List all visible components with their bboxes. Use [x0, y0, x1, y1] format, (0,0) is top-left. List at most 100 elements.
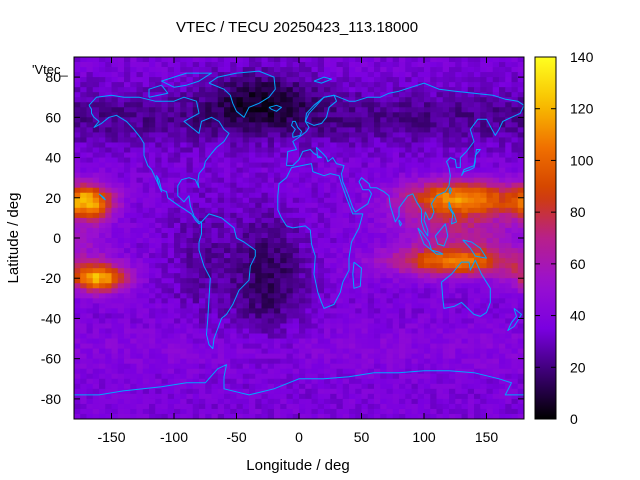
heatmap-cell [424, 57, 431, 63]
heatmap-cell [449, 117, 456, 123]
heatmap-cell [380, 142, 387, 148]
heatmap-cell [224, 167, 231, 174]
heatmap-cell [367, 238, 375, 244]
heatmap-cell [136, 313, 144, 319]
heatmap-cell [367, 298, 375, 304]
heatmap-cell [92, 82, 100, 88]
heatmap-cell [324, 273, 331, 279]
heatmap-cell [461, 72, 469, 78]
heatmap-cell [142, 122, 150, 128]
heatmap-cell [474, 147, 481, 153]
heatmap-cell [311, 82, 319, 88]
heatmap-cell [499, 378, 506, 385]
heatmap-cell [486, 72, 494, 78]
heatmap-cell [436, 222, 444, 229]
heatmap-cell [474, 127, 481, 133]
heatmap-cell [430, 363, 437, 370]
heatmap-cell [155, 62, 162, 68]
heatmap-cell [280, 263, 287, 269]
heatmap-cell [249, 298, 256, 304]
heatmap-cell [324, 363, 331, 370]
heatmap-cell [174, 212, 181, 219]
heatmap-cell [392, 102, 400, 108]
heatmap-cell [292, 368, 300, 375]
heatmap-cell [86, 313, 94, 319]
heatmap-cell [374, 238, 381, 244]
heatmap-cell [199, 87, 206, 93]
heatmap-cell [330, 142, 337, 148]
heatmap-cell [386, 398, 394, 405]
heatmap-cell [380, 67, 387, 73]
heatmap-cell [230, 253, 237, 259]
heatmap-cell [174, 333, 181, 339]
heatmap-cell [430, 122, 437, 128]
heatmap-cell [149, 142, 156, 148]
heatmap-cell [230, 323, 237, 329]
heatmap-cell [455, 57, 462, 63]
heatmap-cell [117, 393, 125, 400]
heatmap-cell [311, 117, 319, 123]
heatmap-cell [142, 298, 150, 304]
heatmap-cell [324, 298, 331, 304]
heatmap-cell [405, 107, 412, 113]
heatmap-cell [142, 368, 150, 375]
heatmap-cell [236, 187, 244, 194]
heatmap-cell [499, 122, 506, 128]
heatmap-cell [355, 72, 362, 78]
heatmap-cell [480, 273, 487, 279]
heatmap-cell [455, 298, 462, 304]
heatmap-cell [386, 323, 394, 329]
heatmap-cell [330, 283, 337, 289]
heatmap-cell [242, 212, 250, 219]
heatmap-cell [349, 212, 356, 219]
heatmap-cell [99, 77, 106, 83]
heatmap-cell [130, 293, 137, 299]
heatmap-cell [499, 87, 506, 93]
heatmap-cell [224, 162, 231, 169]
heatmap-cell [236, 152, 244, 158]
heatmap-cell [274, 393, 281, 400]
heatmap-cell [386, 102, 394, 108]
heatmap-cell [486, 328, 494, 334]
heatmap-cell [349, 127, 356, 133]
heatmap-cell [180, 102, 187, 108]
heatmap-cell [255, 192, 262, 199]
heatmap-cell [424, 152, 431, 158]
heatmap-cell [436, 298, 444, 304]
heatmap-cell [461, 82, 469, 88]
heatmap-cell [155, 373, 162, 380]
heatmap-cell [136, 383, 144, 390]
heatmap-cell [442, 353, 450, 360]
heatmap-cell [249, 122, 256, 128]
heatmap-cell [105, 268, 112, 274]
heatmap-cell [292, 232, 300, 239]
heatmap-cell [280, 338, 287, 344]
heatmap-cell [92, 152, 100, 158]
heatmap-cell [249, 343, 256, 350]
heatmap-cell [349, 132, 356, 138]
heatmap-cell [417, 152, 425, 158]
heatmap-cell [299, 187, 306, 194]
heatmap-cell [149, 207, 156, 214]
heatmap-cell [424, 283, 431, 289]
heatmap-cell [311, 373, 319, 380]
heatmap-cell [511, 57, 519, 63]
heatmap-cell [374, 97, 381, 103]
heatmap-cell [105, 343, 112, 350]
heatmap-cell [136, 278, 144, 284]
heatmap-cell [280, 353, 287, 360]
heatmap-cell [199, 288, 206, 294]
heatmap-cell [386, 157, 394, 163]
heatmap-cell [392, 192, 400, 199]
heatmap-cell [205, 57, 212, 63]
heatmap-cell [186, 227, 194, 234]
heatmap-cell [286, 358, 294, 365]
heatmap-cell [149, 348, 156, 355]
heatmap-cell [392, 293, 400, 299]
heatmap-cell [105, 318, 112, 324]
heatmap-cell [142, 132, 150, 138]
heatmap-cell [505, 122, 512, 128]
heatmap-cell [192, 308, 200, 314]
heatmap-cell [230, 62, 237, 68]
heatmap-cell [324, 117, 331, 123]
